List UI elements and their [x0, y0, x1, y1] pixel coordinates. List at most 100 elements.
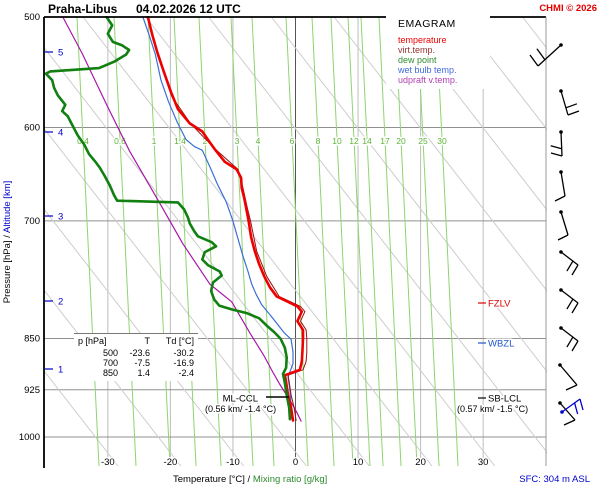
mixing-label-30: 30	[437, 136, 447, 146]
wind-barb-feather	[529, 54, 539, 67]
table-cell: -2.4	[178, 368, 194, 378]
wind-barb-staff	[560, 211, 569, 236]
dry-adiabat	[208, 16, 547, 454]
pressure-tick-600: 600	[24, 122, 40, 133]
wind-barb-feather	[573, 402, 579, 415]
wet-bulb-curve	[142, 16, 294, 420]
wind-barb-staff	[559, 402, 576, 421]
mixing-label-0.6: 0.6	[114, 136, 126, 146]
mixing-line-20	[394, 16, 418, 467]
mixing-line-17	[378, 16, 402, 467]
wind-barb-3	[554, 170, 566, 202]
wind-barb-staff	[560, 171, 566, 197]
mixing-line-14	[360, 16, 384, 467]
dry-adiabat	[44, 46, 370, 467]
x-axis-title-temp: Temperature [°C]	[173, 474, 245, 485]
wind-barb-feather	[579, 398, 584, 411]
sounding-data-table: p [hPa] T Td [°C] 500 -23.6 -30.2 700 -7.5 -1…	[74, 333, 198, 381]
table-cell: 500	[102, 348, 118, 358]
mixing-line-25	[416, 16, 440, 467]
temp-tick-20: 20	[415, 457, 426, 468]
wind-barb-feather	[563, 419, 576, 426]
wind-barb-staff	[537, 44, 562, 67]
wind-barb-1	[559, 89, 580, 116]
pressure-tick-925: 925	[24, 385, 40, 396]
mixing-label-2: 2	[203, 136, 208, 146]
wind-barb-5	[559, 250, 579, 276]
dry-adiabat	[44, 289, 182, 467]
mixing-ratio-lines: 0.4 0.6 1 1.4 2 3 4 6 8 10 12 14 17 20 25 30	[76, 16, 459, 467]
mixing-label-17: 17	[380, 136, 390, 146]
pressure-tick-500: 500	[24, 12, 40, 23]
table-header: p [hPa] T Td [°C]	[78, 336, 194, 346]
wind-barb-4	[557, 210, 569, 241]
wind-barb-feather	[554, 195, 566, 202]
temperature-curve	[146, 16, 305, 422]
table-header-pressure: p [hPa]	[78, 336, 107, 346]
wind-barb-feather	[567, 110, 580, 116]
pressure-tick-1000: 1000	[19, 432, 40, 443]
wind-barb-7	[559, 326, 579, 352]
wind-barb-staff	[560, 131, 563, 157]
sounding-datetime: 04.02.2026 12 UTC	[136, 2, 241, 16]
wind-barb-feather	[571, 302, 579, 314]
mixing-label-8: 8	[316, 136, 321, 146]
wind-barb-feather	[566, 336, 574, 348]
temp-tick-0: 0	[293, 457, 298, 468]
fzlv-label: FZLV	[488, 299, 511, 310]
wind-barb-feather	[571, 340, 579, 352]
legend-item-virt-temp: virt.temp.	[398, 45, 436, 55]
wind-barb-staff	[561, 398, 581, 413]
table-cell: -7.5	[134, 358, 150, 368]
altitude-label-3: 3	[58, 212, 63, 223]
wind-barb-feather	[557, 234, 569, 241]
table-cell: -16.9	[173, 358, 194, 368]
temp-tick--20: -20	[164, 457, 178, 468]
mixing-line-30	[435, 16, 459, 467]
ml-ccl-detail: (0.56 km/ -1.4 °C)	[205, 404, 276, 414]
temp-tick--10: -10	[226, 457, 240, 468]
station-name: Praha-Libus	[48, 2, 118, 16]
copyright-label: CHMI © 2026	[539, 3, 597, 14]
y-axis-title: Pressure [hPa] / Altitude [km]	[2, 181, 13, 304]
x-axis-title-sep: /	[245, 474, 253, 485]
dry-adiabat	[271, 16, 547, 373]
mixing-label-10: 10	[332, 136, 342, 146]
wind-barb-feather	[536, 48, 546, 61]
mixing-label-6: 6	[290, 136, 295, 146]
wind-barb-2	[550, 130, 563, 157]
mixing-line-0.4	[76, 16, 100, 467]
altitude-label-1: 1	[58, 365, 63, 376]
dry-adiabat	[44, 208, 244, 467]
wind-barb-feather	[566, 298, 574, 310]
sounding-curves	[44, 16, 308, 422]
table-cell: -23.6	[129, 348, 150, 358]
dry-adiabat	[44, 369, 119, 467]
sb_lcl-label: SB-LCL	[488, 394, 521, 405]
dry-adiabat	[333, 16, 547, 292]
x-axis-title: Temperature [°C] / Mixing ratio [g/kg]	[173, 474, 327, 485]
temp-tick-30: 30	[478, 457, 489, 468]
mixing-label-14: 14	[362, 136, 372, 146]
y-axis-title-altitude: Altitude [km]	[2, 181, 13, 233]
dry-adiabat	[82, 16, 433, 467]
mixing-line-8	[311, 16, 335, 467]
legend-item-wet-bulb: wet bulb temp.	[398, 65, 457, 75]
temp-tick-10: 10	[353, 457, 364, 468]
wind-barb-feather	[550, 145, 562, 150]
mixing-label-25: 25	[418, 136, 428, 146]
table-row: 500 -23.6 -30.2	[78, 348, 194, 358]
table-cell: 700	[102, 358, 118, 368]
dry-adiabat	[396, 16, 547, 211]
mixing-label-1.4: 1.4	[174, 136, 186, 146]
mixing-line-10	[330, 16, 354, 467]
table-cell: -30.2	[173, 348, 194, 358]
wind-barb-staff	[560, 90, 569, 116]
sb-lcl-detail: (0.57 km/ -1.5 °C)	[457, 404, 528, 414]
mixing-label-20: 20	[396, 136, 406, 146]
altitude-label-2: 2	[58, 297, 63, 308]
mixing-label-3: 3	[235, 136, 240, 146]
legend-items: temperature virt.temp. dew point wet bulb t…	[398, 35, 490, 85]
